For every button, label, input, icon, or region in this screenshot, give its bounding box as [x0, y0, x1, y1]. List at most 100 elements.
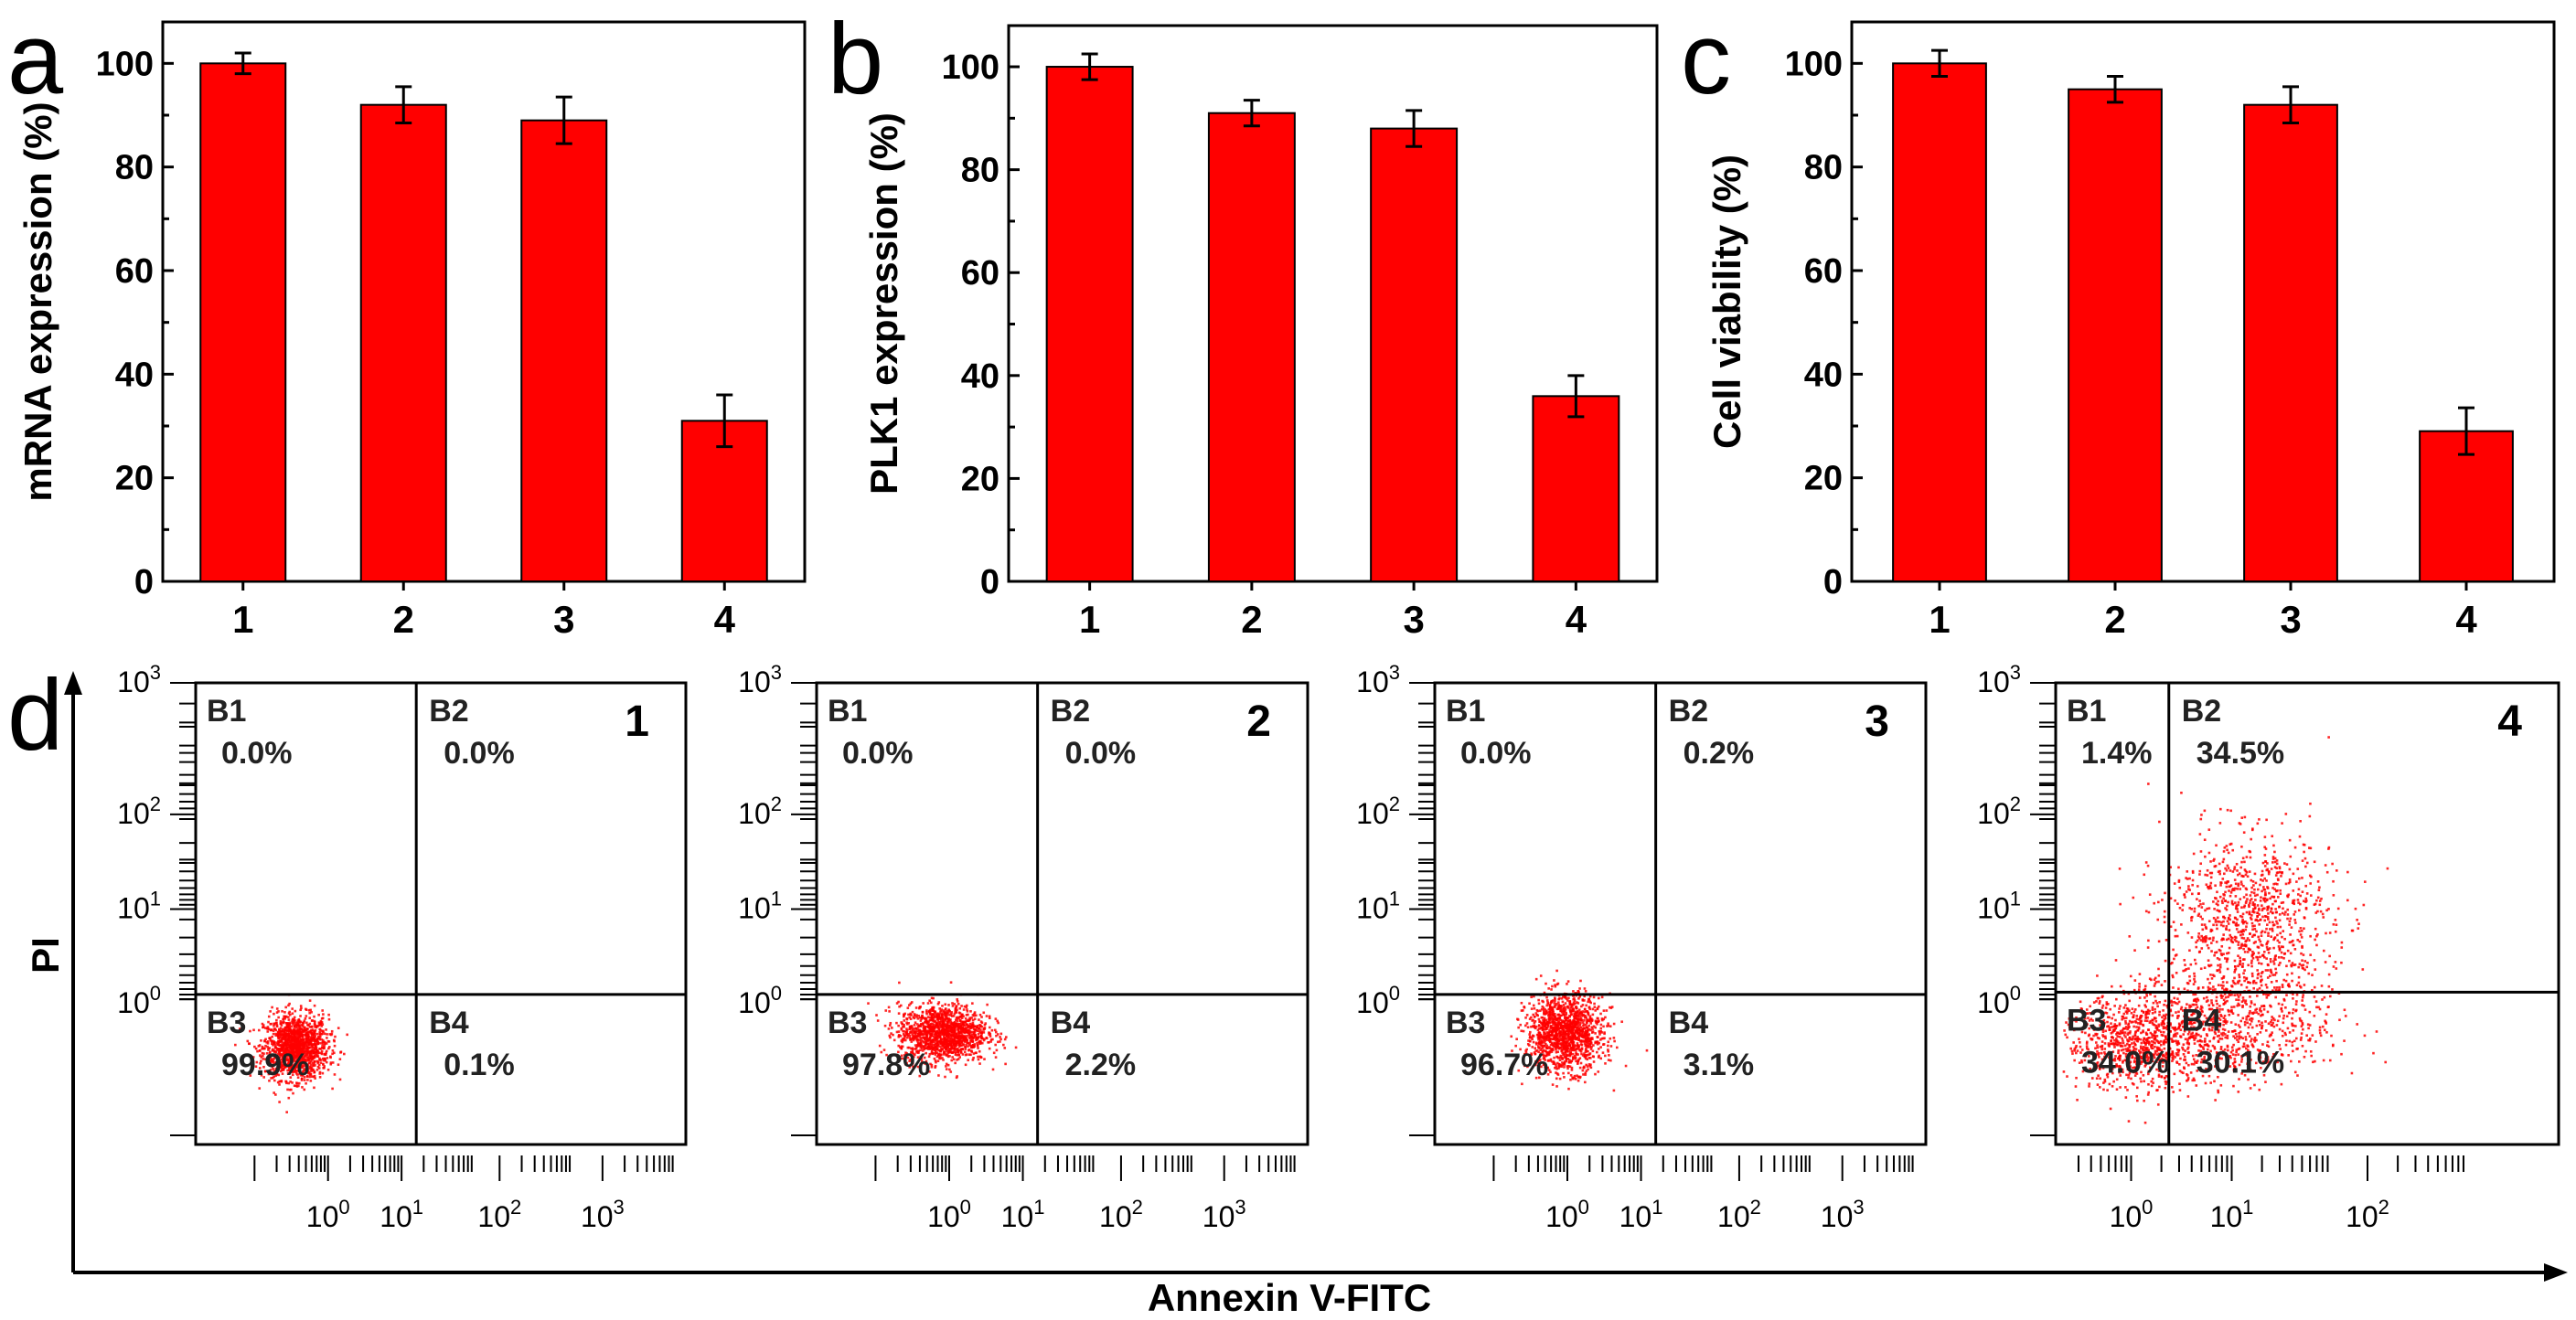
- event-dot: [2118, 1007, 2121, 1010]
- event-dot: [974, 1028, 978, 1032]
- event-dot: [296, 1050, 300, 1053]
- event-dot: [1570, 1059, 1574, 1063]
- event-dot: [1522, 1009, 1524, 1012]
- event-dot: [1583, 1065, 1586, 1069]
- event-dot: [932, 1043, 935, 1047]
- event-dot: [929, 1001, 933, 1005]
- event-dot: [1591, 1013, 1595, 1017]
- event-dot: [913, 1027, 915, 1030]
- event-dot: [1534, 1049, 1537, 1052]
- event-dot: [1525, 1022, 1529, 1025]
- event-dot: [2098, 1056, 2100, 1059]
- event-dot: [979, 1020, 983, 1023]
- event-dot: [897, 1000, 900, 1004]
- event-dot: [994, 1028, 997, 1032]
- event-dot: [1524, 1049, 1527, 1052]
- event-dot: [290, 1057, 294, 1060]
- event-dot: [937, 1074, 940, 1077]
- event-dot: [1579, 1021, 1582, 1025]
- event-dot: [937, 1057, 941, 1059]
- event-dot: [282, 1033, 284, 1036]
- event-dot: [329, 1062, 333, 1066]
- event-dot: [1572, 1001, 1576, 1004]
- event-dot: [1554, 999, 1556, 1003]
- event-dot: [309, 1008, 312, 1012]
- event-dot: [1575, 1051, 1577, 1054]
- event-dot: [957, 1016, 960, 1019]
- event-dot: [910, 1047, 913, 1050]
- annexin-axis-arrow: [2544, 1263, 2568, 1282]
- event-dot: [278, 1052, 282, 1056]
- event-dot: [1557, 1006, 1560, 1010]
- event-dot: [1607, 1049, 1609, 1051]
- event-dot: [303, 1076, 306, 1079]
- event-dot: [898, 1005, 901, 1008]
- event-dot: [1584, 1054, 1587, 1057]
- event-dot: [1557, 1039, 1561, 1043]
- event-dot: [281, 1058, 284, 1060]
- event-dot: [1534, 1027, 1537, 1030]
- event-dot: [1584, 1073, 1587, 1076]
- event-dot: [1575, 1011, 1577, 1014]
- event-dot: [1549, 1027, 1552, 1030]
- event-dot: [956, 997, 959, 1001]
- event-dot: [1588, 1007, 1592, 1011]
- event-dot: [313, 1055, 316, 1059]
- event-dot: [302, 1070, 305, 1074]
- event-dot: [1523, 1064, 1526, 1068]
- event-dot: [2125, 1012, 2129, 1015]
- event-dot: [902, 1029, 904, 1033]
- event-dot: [1603, 1032, 1606, 1036]
- event-dot: [967, 1045, 969, 1048]
- bar-c-4: [2419, 430, 2514, 582]
- event-dot: [1548, 1004, 1552, 1007]
- event-dot: [305, 1038, 307, 1040]
- event-dot: [978, 1055, 982, 1059]
- event-dot: [274, 1028, 278, 1032]
- event-dot: [925, 1012, 928, 1016]
- event-dot: [2172, 1035, 2175, 1038]
- event-dot: [1597, 1020, 1599, 1023]
- y-decade-label-2-1: 101: [738, 887, 782, 924]
- event-dot: [305, 1059, 308, 1062]
- event-dot: [1534, 1025, 1538, 1028]
- event-dot: [297, 1039, 301, 1043]
- event-dot: [305, 1044, 308, 1048]
- event-dot: [1544, 1021, 1546, 1025]
- quadrant-name-1-B2: B2: [429, 694, 468, 729]
- event-dot: [1587, 1034, 1590, 1037]
- event-dot: [294, 1034, 297, 1038]
- event-dot: [1558, 1030, 1561, 1034]
- event-dot: [276, 1053, 280, 1056]
- event-dot: [1532, 1040, 1535, 1044]
- event-dot: [905, 1023, 909, 1026]
- event-dot: [976, 1038, 979, 1041]
- event-dot: [1530, 1016, 1533, 1019]
- event-dot: [1552, 1044, 1555, 1048]
- event-dot: [942, 1059, 945, 1061]
- event-dot: [1556, 1073, 1560, 1076]
- event-dot: [1577, 1027, 1581, 1030]
- event-dot: [1572, 995, 1575, 997]
- event-dot: [914, 1037, 917, 1039]
- event-dot: [290, 1059, 294, 1063]
- event-dot: [926, 1043, 930, 1046]
- event-dot: [960, 1017, 964, 1020]
- event-dot: [956, 1000, 959, 1003]
- event-dot: [962, 1015, 965, 1018]
- event-dot: [2114, 1055, 2117, 1058]
- event-dot: [946, 1039, 950, 1043]
- event-dot: [287, 1036, 291, 1039]
- event-dot: [1578, 1031, 1582, 1035]
- event-dot: [909, 1017, 913, 1021]
- event-dot: [1577, 1017, 1579, 1021]
- event-dot: [969, 1009, 972, 1013]
- event-dot: [1572, 1021, 1575, 1024]
- event-dot: [994, 1017, 998, 1020]
- event-dot: [1547, 1036, 1551, 1038]
- event-dot: [1562, 995, 1565, 998]
- event-dot: [263, 1070, 267, 1073]
- event-dot: [1559, 1027, 1563, 1029]
- event-dot: [945, 1046, 948, 1049]
